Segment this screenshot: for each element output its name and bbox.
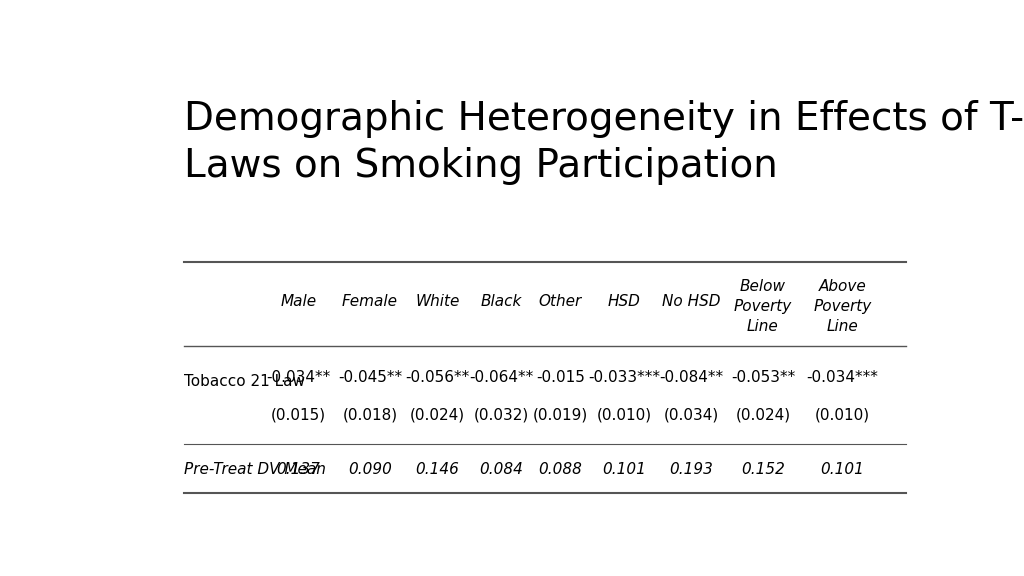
Text: 0.084: 0.084 xyxy=(479,462,523,477)
Text: Line: Line xyxy=(826,319,858,334)
Text: 0.193: 0.193 xyxy=(670,462,714,477)
Text: No HSD: No HSD xyxy=(663,294,721,309)
Text: 0.152: 0.152 xyxy=(741,462,784,477)
Text: (0.010): (0.010) xyxy=(596,408,651,423)
Text: -0.064**: -0.064** xyxy=(469,370,534,385)
Text: (0.018): (0.018) xyxy=(342,408,397,423)
Text: Poverty: Poverty xyxy=(813,299,871,314)
Text: -0.034***: -0.034*** xyxy=(806,370,879,385)
Text: (0.010): (0.010) xyxy=(815,408,869,423)
Text: 0.146: 0.146 xyxy=(416,462,460,477)
Text: HSD: HSD xyxy=(607,294,640,309)
Text: Pre-Treat DV Mean: Pre-Treat DV Mean xyxy=(183,462,326,477)
Text: White: White xyxy=(416,294,460,309)
Text: Male: Male xyxy=(281,294,316,309)
Text: 0.090: 0.090 xyxy=(348,462,392,477)
Text: Line: Line xyxy=(746,319,779,334)
Text: (0.034): (0.034) xyxy=(664,408,719,423)
Text: (0.024): (0.024) xyxy=(410,408,465,423)
Text: -0.053**: -0.053** xyxy=(731,370,795,385)
Text: Below: Below xyxy=(740,279,785,294)
Text: (0.019): (0.019) xyxy=(532,408,588,423)
Text: 0.088: 0.088 xyxy=(539,462,583,477)
Text: -0.015: -0.015 xyxy=(537,370,585,385)
Text: Poverty: Poverty xyxy=(734,299,792,314)
Text: Female: Female xyxy=(342,294,398,309)
Text: Above: Above xyxy=(818,279,866,294)
Text: Demographic Heterogeneity in Effects of T-21
Laws on Smoking Participation: Demographic Heterogeneity in Effects of … xyxy=(183,100,1024,185)
Text: -0.033***: -0.033*** xyxy=(588,370,660,385)
Text: Other: Other xyxy=(539,294,582,309)
Text: -0.045**: -0.045** xyxy=(338,370,402,385)
Text: -0.056**: -0.056** xyxy=(406,370,470,385)
Text: (0.032): (0.032) xyxy=(473,408,528,423)
Text: (0.024): (0.024) xyxy=(735,408,791,423)
Text: 0.101: 0.101 xyxy=(602,462,646,477)
Text: (0.015): (0.015) xyxy=(271,408,327,423)
Text: -0.084**: -0.084** xyxy=(659,370,724,385)
Text: 0.101: 0.101 xyxy=(820,462,864,477)
Text: 0.137: 0.137 xyxy=(276,462,321,477)
Text: -0.034**: -0.034** xyxy=(266,370,331,385)
Text: Black: Black xyxy=(480,294,521,309)
Text: Tobacco 21 Law: Tobacco 21 Law xyxy=(183,374,304,389)
